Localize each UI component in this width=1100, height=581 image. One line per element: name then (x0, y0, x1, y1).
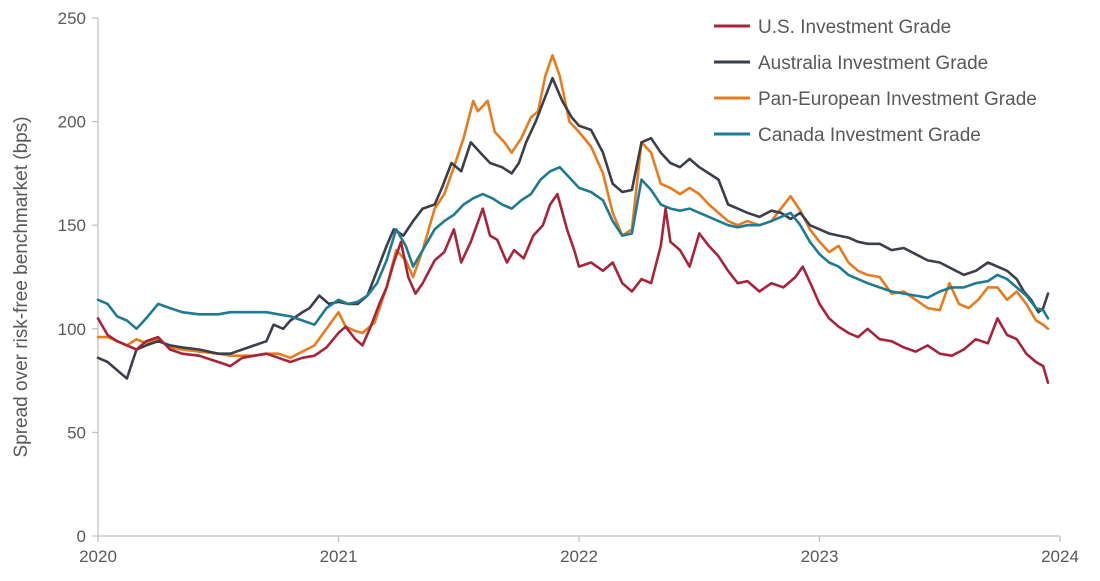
series-line-u-s-investment-grade (96, 192, 1050, 384)
y-axis-title: Spread over risk-free benchmarket (bps) (11, 116, 32, 457)
y-tick-label: 250 (58, 9, 86, 28)
y-axis-ticks: 0 50 100 150 200 250 (58, 9, 98, 546)
legend-label: U.S. Investment Grade (758, 17, 951, 38)
legend-label: Pan-European Investment Grade (758, 89, 1037, 110)
legend: U.S. Investment Grade Australia Investmen… (714, 17, 1037, 146)
series-line-canada-investment-grade (96, 165, 1050, 331)
x-tick-label: 2022 (560, 547, 598, 566)
series-line-australia-investment-grade (96, 76, 1050, 380)
legend-label: Australia Investment Grade (758, 53, 988, 74)
axes: 0 50 100 150 200 250 2020 2021 2022 2023 2024 Spr… (11, 9, 1079, 566)
x-tick-label: 2023 (801, 547, 839, 566)
y-tick-label: 50 (67, 423, 86, 442)
y-tick-label: 0 (77, 527, 86, 546)
x-tick-label: 2024 (1041, 547, 1079, 566)
x-tick-label: 2020 (79, 547, 117, 566)
y-tick-label: 150 (58, 216, 86, 235)
y-tick-label: 100 (58, 320, 86, 339)
series-lines (96, 54, 1050, 384)
x-tick-label: 2021 (320, 547, 358, 566)
legend-label: Canada Investment Grade (758, 125, 981, 146)
y-tick-label: 200 (58, 113, 86, 132)
x-axis-ticks: 2020 2021 2022 2023 2024 (79, 536, 1079, 566)
